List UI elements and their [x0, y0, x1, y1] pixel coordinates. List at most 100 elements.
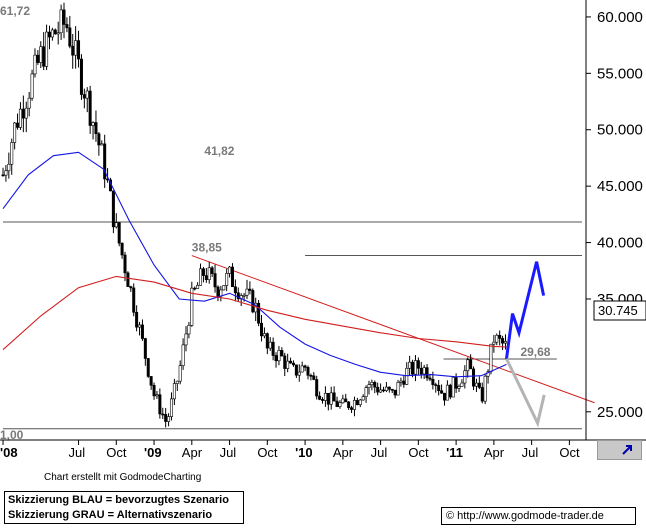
candle-body [419, 367, 423, 375]
candle-body [42, 46, 46, 67]
candle-body [451, 377, 455, 398]
candle-body [228, 266, 232, 274]
footer-url[interactable]: © http://www.godmode-trader.de [441, 507, 636, 525]
candle-body [303, 365, 307, 368]
candle-body [97, 133, 101, 146]
y-tick-label: 40.000 [597, 235, 643, 252]
y-tick-label: 55.000 [597, 65, 643, 82]
resistance-trendline [191, 255, 595, 404]
candle-body [251, 290, 255, 313]
price-series [1, 2, 507, 428]
candle-body [341, 398, 345, 404]
corner-button[interactable] [597, 440, 642, 460]
candle-body [402, 380, 406, 385]
candle-body [338, 402, 342, 407]
candle-body [111, 190, 115, 228]
candle-body [114, 222, 118, 228]
candle-body [367, 384, 371, 388]
candle-body [283, 355, 287, 369]
candle-body [16, 122, 20, 128]
candle-body [245, 288, 249, 296]
candle-body [364, 387, 368, 397]
candle-body [33, 54, 37, 75]
candle-body [466, 359, 470, 372]
candle-body [454, 377, 458, 389]
candle-body [100, 143, 104, 146]
candle-body [222, 285, 226, 291]
x-tick-label: '10 [295, 445, 313, 460]
x-tick-label: '08 [0, 445, 18, 460]
arrow-icon [622, 445, 632, 455]
scenario-legend: Skizzierung BLAU = bevorzugtes Szenario … [4, 491, 244, 524]
candle-body [68, 27, 72, 47]
candle-body [434, 384, 438, 386]
candle-body [347, 401, 351, 408]
level-annotation: 61,72 [0, 4, 30, 18]
candle-body [297, 371, 301, 376]
candle-body [216, 286, 220, 297]
candle-body [117, 222, 121, 244]
candle-body [196, 285, 200, 289]
candle-body [437, 385, 441, 391]
legend-line-blue: Skizzierung BLAU = bevorzugtes Szenario [8, 494, 229, 506]
candle-body [277, 350, 281, 362]
candle-body [286, 360, 290, 369]
candle-body [169, 398, 173, 417]
candle-body [306, 367, 310, 376]
candle-body [384, 386, 388, 391]
candle-body [129, 286, 133, 289]
candle-body [291, 362, 295, 366]
candle-body [187, 325, 191, 335]
candle-body [158, 394, 162, 415]
annotations: 61,72 41,82 38,85 29,68 1,00 [0, 4, 551, 442]
candle-body [193, 287, 197, 290]
last-price-label: 30.745 [598, 303, 638, 318]
candle-body [262, 333, 266, 337]
last-price-box [593, 300, 646, 321]
level-annotation: 29,68 [520, 345, 550, 359]
x-tick-label: Jul [220, 445, 237, 460]
candle-body [88, 90, 92, 126]
candle-body [387, 386, 391, 390]
candle-body [460, 382, 464, 387]
candle-body [442, 392, 446, 401]
candle-body [74, 40, 78, 56]
candle-body [358, 399, 362, 406]
ma-short-line [2, 151, 507, 378]
candle-body [126, 272, 130, 287]
candle-body [344, 398, 348, 403]
legend-line-grey: Skizzierung GRAU = Alternativszenario [8, 509, 213, 521]
candle-body [85, 90, 89, 99]
candle-body [332, 392, 336, 402]
candle-body [181, 344, 185, 366]
candle-body [161, 413, 165, 416]
x-tick-label: Apr [484, 445, 505, 460]
candle-body [280, 350, 284, 357]
candle-body [190, 287, 194, 326]
candle-body [448, 384, 452, 398]
candle-body [45, 31, 49, 67]
x-tick-label: '09 [144, 445, 162, 460]
candle-body [10, 142, 14, 165]
scenario-sketches [505, 261, 546, 428]
candle-body [24, 107, 28, 119]
y-tick-label: 45.000 [597, 178, 643, 195]
candle-body [4, 170, 8, 176]
candle-body [82, 94, 86, 99]
candle-body [501, 338, 505, 344]
candle-body [352, 400, 356, 410]
candle-body [321, 399, 325, 401]
candle-body [21, 108, 25, 119]
candle-body [483, 375, 487, 402]
candle-body [480, 387, 484, 402]
candle-body [248, 288, 252, 291]
candle-body [175, 380, 179, 384]
candle-body [27, 97, 31, 109]
candle-body [204, 275, 208, 280]
candle-body [213, 273, 217, 288]
chart-credit: Chart erstellt mit GodmodeCharting [44, 472, 202, 483]
candle-body [469, 359, 473, 370]
candle-body [30, 73, 34, 99]
candle-body [56, 32, 60, 35]
